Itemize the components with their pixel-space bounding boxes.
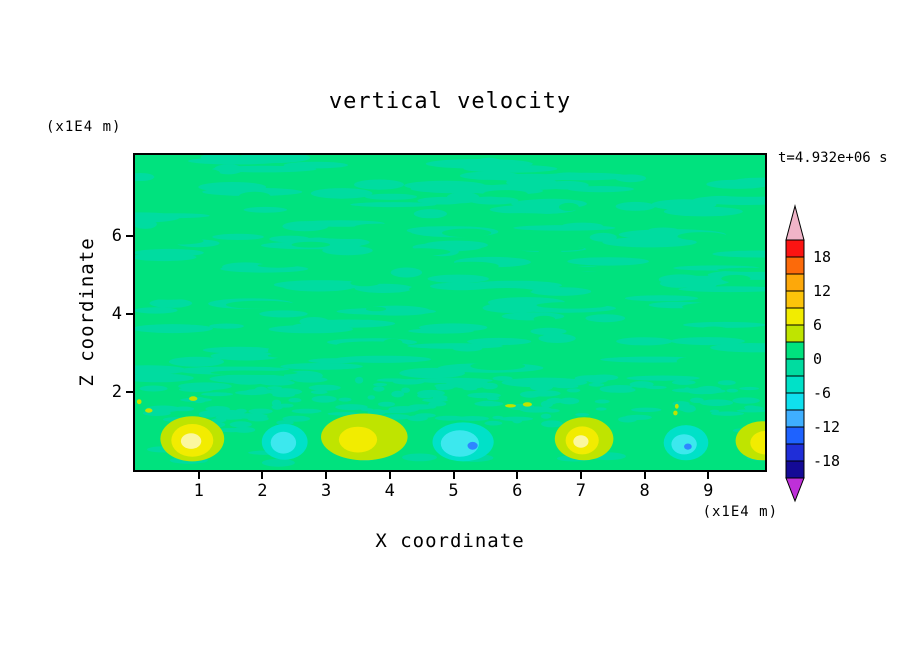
x-tick-label-3: 3 xyxy=(320,481,332,501)
x-tick-mark-3 xyxy=(325,472,328,479)
z-tick-label-4: 4 xyxy=(111,304,122,324)
contour-field xyxy=(135,155,765,470)
texture-low-speck-yellowgreen xyxy=(136,396,679,416)
colorbar-band-3 xyxy=(785,290,805,309)
colorbar-tick-label-12: 12 xyxy=(813,282,832,300)
feature-updraft-max-7 xyxy=(735,421,765,461)
x-tick-mark-2 xyxy=(261,472,264,479)
colorbar-band-13 xyxy=(785,460,805,479)
x-tick-mark-5 xyxy=(452,472,455,479)
colorbar-band-1 xyxy=(785,256,805,275)
x-tick-label-6: 6 xyxy=(512,481,523,501)
colorbar-tick-label-0: 0 xyxy=(813,350,823,368)
x-tick-label-9: 9 xyxy=(703,481,714,501)
colorbar-band-11 xyxy=(785,426,805,445)
x-tick-label-4: 4 xyxy=(384,481,395,501)
x-axis-title: X coordinate xyxy=(375,530,525,552)
x-tick-mark-4 xyxy=(388,472,391,479)
colorbar-band-8 xyxy=(785,375,805,394)
x-tick-label-2: 2 xyxy=(257,481,268,501)
plot-area xyxy=(133,153,767,472)
colorbar-band-0 xyxy=(785,239,805,258)
colorbar-band-4 xyxy=(785,307,805,326)
x-tick-mark-1 xyxy=(197,472,200,479)
colorbar-band-5 xyxy=(785,324,805,343)
x-tick-mark-7 xyxy=(579,472,582,479)
colorbar-band-6 xyxy=(785,341,805,360)
feature-downdraft-min-4 xyxy=(432,422,494,462)
colorbar-band-7 xyxy=(785,358,805,377)
x-tick-mark-6 xyxy=(516,472,519,479)
z-tick-mark-2 xyxy=(126,391,133,393)
colorbar-tick-label-6: 6 xyxy=(813,316,823,334)
colorbar xyxy=(785,204,805,503)
time-stamp-label: t=4.932e+06 s xyxy=(778,150,888,166)
colorbar-tick-label--12: -12 xyxy=(813,418,841,436)
feature-updraft-max-5 xyxy=(554,417,614,461)
texture-transition-speckle xyxy=(139,376,765,424)
x-axis-unit-label: (x1E4 m) xyxy=(702,504,778,520)
z-tick-mark-4 xyxy=(126,313,133,315)
plot-title: vertical velocity xyxy=(328,89,572,114)
texture-upper-base-overlay xyxy=(135,159,765,375)
colorbar-tick-label--6: -6 xyxy=(813,384,832,402)
feature-updraft-max-3 xyxy=(321,413,408,461)
feature-downdraft-min-2 xyxy=(261,424,308,460)
colorbar-band-9 xyxy=(785,392,805,411)
x-tick-mark-8 xyxy=(643,472,646,479)
feature-downdraft-min-6 xyxy=(663,425,709,461)
feature-updraft-max-1 xyxy=(160,416,225,462)
x-tick-label-1: 1 xyxy=(193,481,204,501)
z-axis-unit-label: (x1E4 m) xyxy=(46,119,122,135)
colorbar-tick-label-18: 18 xyxy=(813,248,832,266)
colorbar-arrow-top xyxy=(785,204,805,241)
colorbar-tick-label--18: -18 xyxy=(813,452,841,470)
colorbar-band-10 xyxy=(785,409,805,428)
colorbar-band-12 xyxy=(785,443,805,462)
z-tick-label-6: 6 xyxy=(111,226,122,246)
colorbar-arrow-bottom xyxy=(785,477,805,503)
x-tick-label-8: 8 xyxy=(639,481,650,501)
x-tick-label-7: 7 xyxy=(575,481,587,501)
z-tick-label-2: 2 xyxy=(111,382,122,402)
colorbar-band-2 xyxy=(785,273,805,292)
z-tick-mark-6 xyxy=(126,235,133,237)
x-tick-label-5: 5 xyxy=(448,481,459,501)
x-tick-mark-9 xyxy=(707,472,710,479)
